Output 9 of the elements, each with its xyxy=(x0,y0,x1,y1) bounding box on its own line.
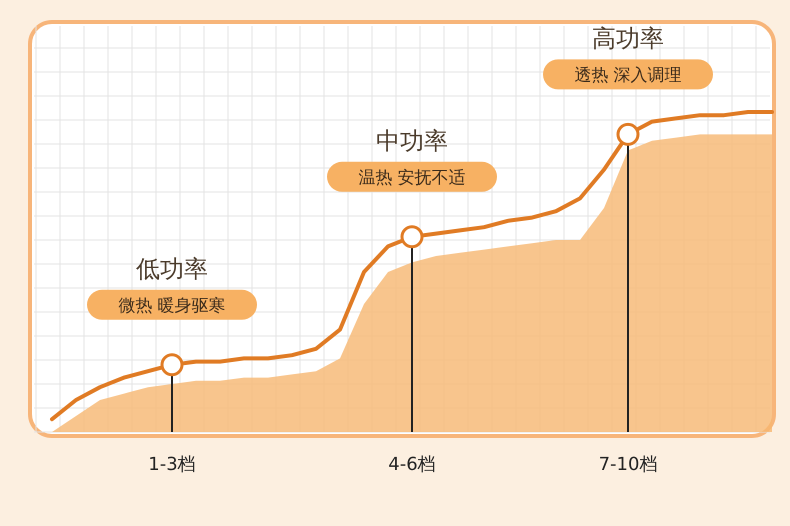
x-tick-label: 4-6档 xyxy=(388,454,436,475)
annotation: 中功率 xyxy=(376,126,448,155)
annotation: 温热 安抚不适 xyxy=(358,168,466,188)
annotation: 微热 暖身驱寒 xyxy=(118,296,226,316)
text: 高功率 xyxy=(592,24,664,52)
text: 透热 深入调理 xyxy=(574,65,682,86)
x-tick-label: 1-3档 xyxy=(148,454,196,475)
annotation: 低功率 xyxy=(136,254,208,283)
x-tick-label: 7-10档 xyxy=(598,454,658,475)
